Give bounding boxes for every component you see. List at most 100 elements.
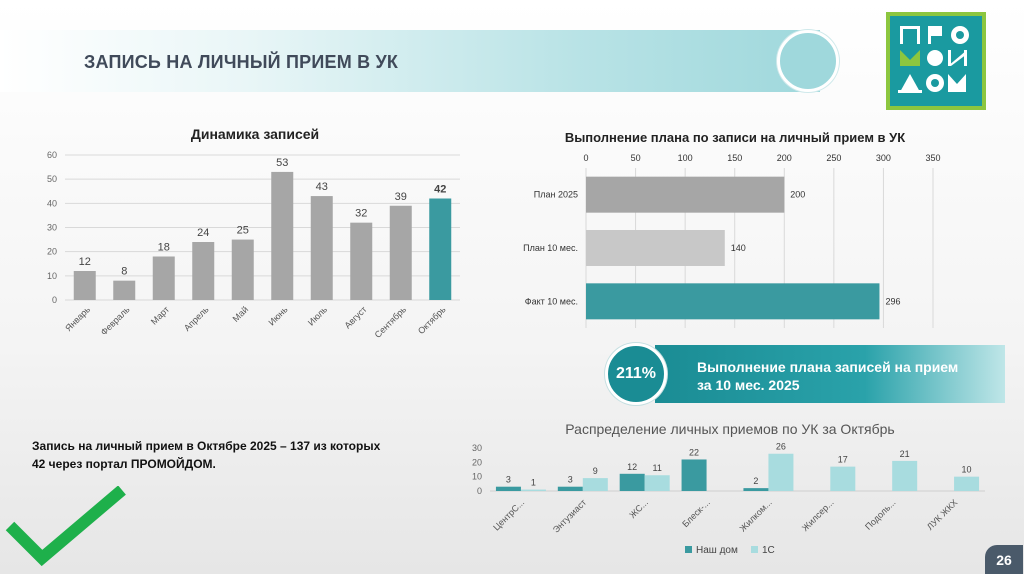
data-label: 24	[197, 227, 209, 239]
bar	[429, 198, 452, 300]
kpi-description: Выполнение плана записей на прием за 10 …	[697, 358, 958, 394]
y-tick-label: 10	[472, 472, 482, 482]
data-label: 53	[276, 157, 288, 169]
bar	[495, 486, 521, 491]
data-label: 26	[776, 442, 786, 452]
data-label: 296	[885, 296, 900, 306]
bar	[830, 466, 856, 491]
legend-label: 1С	[762, 545, 775, 556]
bar	[113, 280, 136, 300]
data-label: 200	[790, 190, 805, 200]
header-band	[0, 30, 820, 92]
x-tick-label: ЛУК ЖКХ	[925, 497, 960, 532]
data-label: 25	[237, 225, 249, 237]
y-tick-label: 30	[472, 443, 482, 453]
bar	[892, 460, 918, 491]
y-tick-label: 30	[47, 223, 57, 233]
bar	[520, 489, 546, 491]
x-tick-label: 150	[727, 153, 742, 163]
chart2-title: Выполнение плана по записи на личный при…	[564, 130, 906, 145]
chart1-title: Динамика записей	[190, 126, 320, 142]
kpi-value-badge: 211%	[605, 343, 667, 405]
checkmark-icon	[5, 486, 126, 567]
bar	[681, 459, 707, 491]
bar	[743, 488, 769, 491]
data-label: 2	[753, 476, 758, 486]
bar	[557, 486, 583, 491]
x-tick-label: Май	[231, 304, 251, 324]
monthly-bookings-chart: 0 10 20 30 40 50 60 12 Январь 8 Февраль 18 Март 24 Апр…	[47, 150, 460, 340]
data-label: 11	[653, 463, 662, 473]
x-tick-label: Жилсер...	[800, 497, 836, 533]
bar	[954, 476, 980, 491]
x-tick-label: Энтузиаст	[551, 497, 588, 534]
bar	[586, 230, 725, 266]
promoydom-logo	[886, 12, 986, 110]
data-label: 12	[627, 462, 637, 472]
bar	[768, 453, 794, 491]
bar	[231, 239, 254, 300]
x-tick-label: Апрель	[182, 304, 211, 333]
x-tick-label: Сентябрь	[373, 304, 409, 340]
x-tick-label: Март	[149, 304, 171, 326]
x-tick-label: 100	[678, 153, 693, 163]
plan-fulfillment-chart: 0 50 100 150 200 250 300 350 200 План 2025 140 План…	[523, 153, 941, 328]
kpi-line-2: за 10 мес. 2025	[697, 377, 800, 393]
x-tick-label: ЦентрС...	[491, 497, 526, 532]
data-label: 43	[316, 181, 328, 193]
x-tick-label: Подоль...	[863, 497, 897, 531]
x-tick-label: Февраль	[99, 304, 132, 337]
y-tick-label: 60	[47, 150, 57, 160]
bar	[192, 242, 215, 300]
bar	[271, 171, 294, 300]
y-tick-label: Факт 10 мес.	[525, 296, 578, 306]
data-label: 18	[158, 242, 170, 254]
bar	[582, 478, 608, 491]
data-label: 1	[531, 478, 536, 488]
summary-note-line-1: Запись на личный прием в Октябре 2025 – …	[32, 439, 381, 453]
data-label: 10	[962, 465, 972, 475]
chart3-title: Распределение личных приемов по УК за Ок…	[565, 421, 895, 437]
legend-swatch	[751, 546, 758, 553]
x-tick-label: Октябрь	[416, 304, 448, 336]
y-tick-label: План 2025	[534, 190, 578, 200]
data-label: 32	[355, 208, 367, 220]
x-tick-label: 350	[925, 153, 940, 163]
bar	[350, 222, 373, 300]
data-label: 22	[689, 447, 699, 457]
header-decor-circle	[777, 30, 839, 92]
data-label: 39	[395, 191, 407, 203]
bar	[152, 256, 175, 300]
y-tick-label: 10	[47, 271, 57, 281]
logo-graphic	[898, 26, 969, 93]
bar	[619, 473, 645, 491]
x-tick-label: 300	[876, 153, 891, 163]
legend-swatch	[685, 546, 692, 553]
x-tick-label: Жилком...	[738, 497, 774, 533]
bar	[389, 205, 412, 300]
y-tick-label: План 10 мес.	[523, 243, 578, 253]
data-label: 3	[506, 475, 511, 485]
y-tick-label: 50	[47, 174, 57, 184]
data-label: 8	[121, 266, 127, 278]
y-tick-label: 0	[477, 486, 482, 496]
bar	[586, 176, 785, 213]
bar	[644, 475, 670, 491]
page-title: ЗАПИСЬ НА ЛИЧНЫЙ ПРИЕМ В УК	[84, 52, 399, 72]
x-tick-label: Июль	[306, 304, 330, 328]
y-tick-label: 20	[472, 457, 482, 467]
data-label: 140	[731, 243, 746, 253]
data-label: 12	[79, 256, 91, 268]
x-tick-label: Август	[342, 304, 368, 330]
bar	[586, 283, 880, 320]
x-tick-label: 200	[777, 153, 792, 163]
x-tick-label: 0	[583, 153, 588, 163]
data-label: 3	[568, 475, 573, 485]
data-label: 42	[434, 184, 446, 196]
summary-note-line-2: 42 через портал ПРОМОЙДОМ.	[32, 457, 216, 471]
kpi-line-1: Выполнение плана записей на прием	[697, 359, 959, 375]
x-tick-label: Январь	[63, 304, 92, 333]
y-tick-label: 40	[47, 198, 57, 208]
data-label: 21	[900, 449, 910, 459]
